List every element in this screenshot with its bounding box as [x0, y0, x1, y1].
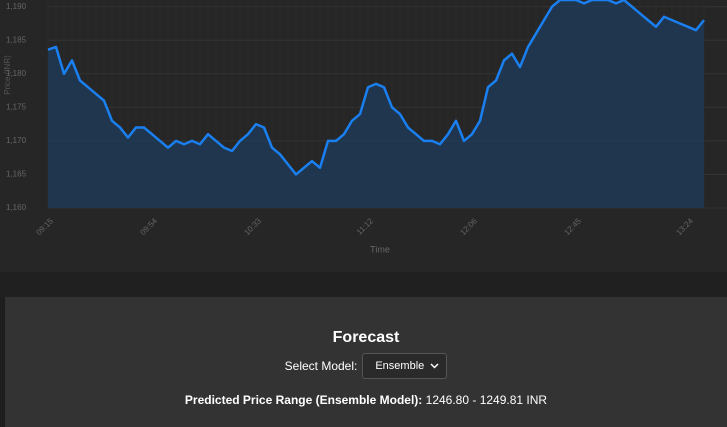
- result-value: 1246.80 - 1249.81 INR: [425, 393, 548, 407]
- y-tick-label: 1,180: [6, 69, 27, 78]
- chart: Time Price (INR) 1,160 1,165 1,170 1,175 1,1…: [3, 0, 727, 255]
- y-tick-label: 1,185: [6, 35, 27, 44]
- y-tick-label: 1,160: [6, 203, 27, 212]
- forecast-title: Forecast: [332, 329, 400, 346]
- result: Predicted Price Range (Ensemble Model): …: [5, 393, 727, 407]
- select-label: Select Model:: [284, 359, 358, 373]
- y-tick-label: 1,190: [6, 2, 27, 11]
- area: [48, 0, 704, 208]
- y-tick-label: 1,170: [6, 136, 27, 145]
- forecast-panel: Forecast Select Model: Ensemble Predicte…: [5, 297, 727, 427]
- model-row: Select Model: Ensemble: [5, 353, 727, 379]
- x-axis-title: Time: [370, 244, 390, 254]
- line: [47, 0, 705, 176]
- selected-model: Ensemble: [375, 360, 425, 372]
- divider: [0, 272, 727, 297]
- model-select[interactable]: Ensemble: [362, 353, 448, 379]
- chevron: [430, 363, 439, 369]
- y-axis-title: Price (INR): [3, 55, 12, 95]
- y-tick-label: 1,175: [6, 102, 27, 111]
- y-tick-label: 1,165: [6, 170, 27, 179]
- result-label: Predicted Price Range (Ensemble Model):: [184, 393, 423, 407]
